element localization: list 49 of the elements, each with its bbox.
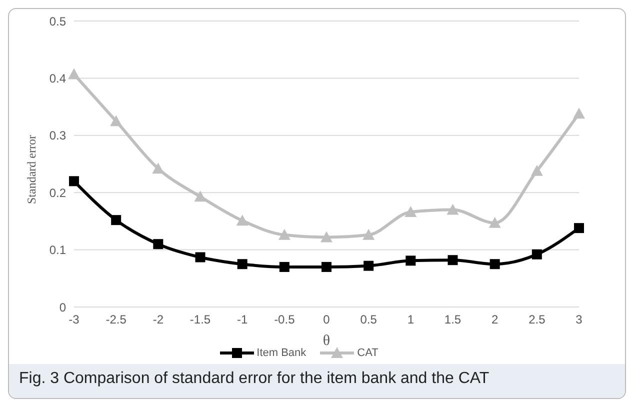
y-axis-title: Standard error [24, 135, 38, 204]
point [404, 206, 417, 218]
point [448, 255, 458, 266]
point [153, 239, 164, 250]
point [110, 115, 122, 126]
y-tick-label: 0.4 [49, 71, 66, 86]
point [195, 252, 206, 262]
point [406, 256, 416, 266]
legend-label: Item Bank [256, 347, 306, 359]
y-tick-label: 0.3 [49, 128, 66, 143]
x-tick-label: 0 [323, 312, 330, 327]
y-tick-label: 0.1 [49, 243, 66, 258]
point [490, 259, 500, 270]
x-tick-label: 0.5 [360, 312, 378, 327]
x-axis-title: θ [322, 333, 330, 349]
point [488, 216, 501, 228]
x-tick-label: -1.5 [190, 312, 211, 327]
point [364, 260, 374, 271]
point [446, 204, 459, 215]
y-tick-label: 0 [59, 300, 66, 314]
x-tick-label: -1 [236, 312, 248, 327]
caption: Fig. 3 Comparison of standard error for the item bank and the CAT [9, 364, 625, 398]
point [68, 68, 80, 80]
point [236, 214, 248, 226]
legend-label: CAT [357, 347, 378, 359]
point [574, 223, 584, 234]
point [111, 215, 122, 226]
point [573, 108, 585, 119]
point [362, 228, 375, 240]
x-tick-label: -3 [68, 312, 80, 327]
point [532, 249, 542, 260]
point [279, 262, 290, 272]
x-tick-label: -2 [152, 312, 164, 327]
point [322, 262, 332, 272]
x-tick-label: -2.5 [106, 312, 127, 327]
point [278, 228, 290, 240]
x-tick-label: 1.5 [444, 312, 462, 327]
x-tick-label: 2.5 [528, 312, 546, 327]
point [530, 164, 543, 176]
point [194, 190, 206, 202]
x-tick-label: 1 [407, 312, 414, 327]
x-tick-label: -0.5 [274, 312, 296, 327]
y-tick-label: 0.2 [49, 186, 66, 200]
point [237, 259, 248, 270]
x-tick-label: 3 [576, 312, 583, 327]
y-tick-label: 0.5 [49, 14, 66, 28]
point [320, 231, 332, 242]
x-tick-label: 2 [491, 312, 498, 327]
point [69, 176, 79, 186]
